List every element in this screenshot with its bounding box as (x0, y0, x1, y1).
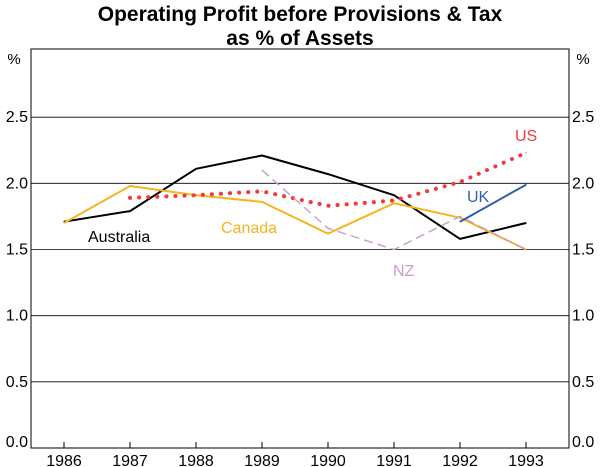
plot-frame (30, 48, 570, 449)
label-us: US (515, 128, 537, 145)
y-tick-right-4: 2.0 (572, 175, 594, 192)
data-point-canada-1991 (393, 202, 395, 204)
series-line-canada (63, 185, 527, 251)
x-tick-label-7: 1993 (508, 453, 544, 467)
data-point-canada-1986 (63, 222, 65, 224)
y-tick-left-3: 1.5 (6, 242, 28, 259)
y-tick-left-2: 1.0 (6, 308, 28, 325)
data-point-australia-1990 (327, 173, 329, 175)
y-axis-unit-right: % (576, 51, 589, 68)
data-point-us-1992 (459, 181, 461, 183)
y-tick-right-0: 0.0 (572, 434, 594, 451)
data-point-us-1990 (327, 205, 329, 207)
x-tick-label-1: 1987 (112, 453, 148, 467)
data-point-australia-1993 (525, 222, 527, 224)
data-point-australia-1987 (129, 210, 131, 212)
x-tick-label-3: 1989 (244, 453, 280, 467)
y-tick-right-3: 1.5 (572, 242, 594, 259)
data-point-nz-1993 (525, 248, 527, 251)
x-tick-label-6: 1992 (442, 453, 478, 467)
x-tick-label-4: 1990 (310, 453, 346, 467)
data-point-nz-1990 (327, 227, 329, 229)
y-tick-labels: 0.0 0.0 0.5 0.5 1.0 1.0 1.5 1.5 2.0 2.0 2.5 2.5 (6, 109, 595, 451)
gridlines (31, 116, 569, 383)
data-point-australia-1992 (459, 238, 461, 240)
data-point-australia-1989 (261, 154, 263, 157)
data-point-canada-1989 (261, 201, 263, 203)
chart-title-line-1: Operating Profit before Provisions & Tax (98, 3, 503, 26)
data-point-australia-1988 (195, 168, 197, 170)
chart-title-line-2: as % of Assets (226, 27, 373, 50)
data-point-nz-1992 (459, 215, 461, 217)
label-nz: NZ (393, 263, 415, 280)
y-tick-left-5: 2.5 (6, 109, 28, 126)
data-point-us-1991 (393, 199, 395, 202)
x-tick-labels: 1986 1987 1988 1989 1990 1991 1992 1993 (46, 442, 544, 467)
y-tick-left-4: 2.0 (6, 175, 28, 192)
series-line-nz (261, 169, 527, 251)
y-tick-right-1: 0.5 (572, 374, 594, 391)
data-point-us-1987 (129, 197, 131, 199)
data-point-australia-1991 (393, 194, 395, 196)
x-tick-label-0: 1986 (46, 453, 82, 467)
label-australia: Australia (88, 229, 150, 246)
x-tick-label-2: 1988 (178, 453, 214, 467)
data-point-uk-1992 (459, 221, 461, 223)
data-point-uk-1993 (525, 184, 527, 186)
label-canada: Canada (221, 220, 277, 237)
data-point-nz-1989 (261, 169, 263, 171)
data-point-canada-1987 (129, 185, 131, 187)
x-tick-label-5: 1991 (376, 453, 412, 467)
data-point-canada-1990 (327, 233, 329, 235)
y-tick-left-1: 0.5 (6, 374, 28, 391)
series-line-uk (459, 183, 527, 223)
data-point-us-1989 (261, 190, 263, 192)
y-tick-right-5: 2.5 (572, 109, 594, 126)
data-point-us-1988 (195, 194, 197, 196)
y-axis-unit-left: % (7, 51, 20, 68)
y-tick-right-2: 1.0 (572, 308, 594, 325)
series-line-australia (63, 154, 527, 240)
data-point-us-1993 (525, 152, 527, 154)
data-point-nz-1991 (393, 248, 395, 251)
data-series (63, 150, 528, 251)
label-uk: UK (467, 189, 490, 206)
data-point-canada-1992 (459, 217, 461, 219)
y-tick-left-0: 0.0 (6, 434, 28, 451)
